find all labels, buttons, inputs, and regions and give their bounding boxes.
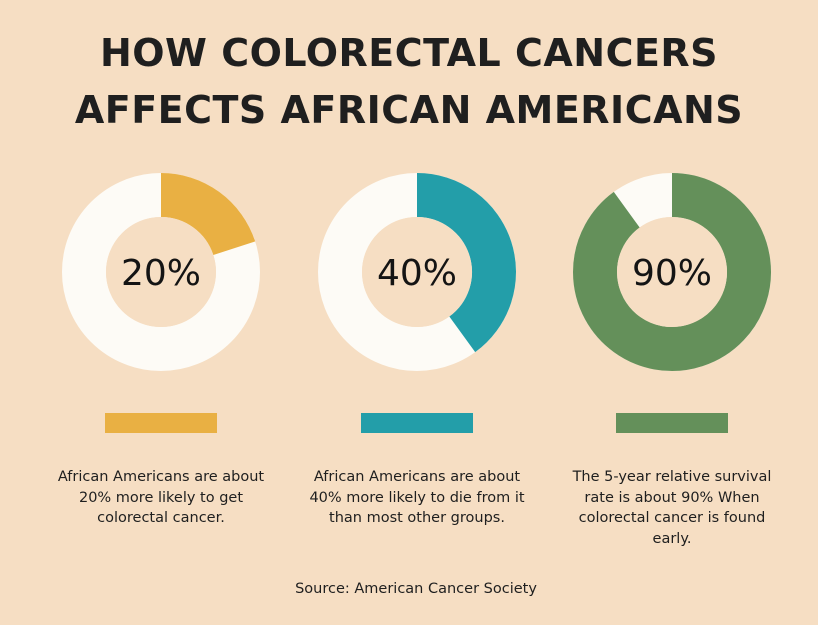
source-note: Source: American Cancer Society [295, 581, 537, 597]
donut-center-label: 40% [377, 253, 457, 294]
color-swatch-1 [105, 413, 217, 433]
page-title-line-2: AFFECTS AFRICAN AMERICANS [74, 88, 744, 132]
donut-hole [617, 217, 727, 327]
donut-chart-1: 20% [61, 172, 261, 372]
caption-2: African Americans are about 40% more lik… [309, 469, 525, 526]
page-title-line-1: HOW COLORECTAL CANCERS [99, 31, 719, 75]
donut-chart-2-svg: 40% [318, 173, 516, 371]
donut-center-label: 20% [121, 253, 201, 294]
donut-hole [362, 217, 472, 327]
donut-chart-3-svg: 90% [573, 173, 771, 371]
caption-1: African Americans are about 20% more lik… [57, 469, 265, 526]
caption-3: The 5-year relative survival rate is abo… [572, 469, 772, 547]
donut-hole [106, 217, 216, 327]
donut-segment [160, 173, 256, 256]
donut-chart-1-svg: 20% [62, 173, 260, 371]
donut-center-label: 90% [632, 253, 712, 294]
donut-segment [573, 173, 771, 371]
color-swatch-2 [361, 413, 473, 433]
donut-chart-2: 40% [317, 172, 517, 372]
donut-segment [416, 173, 516, 353]
donut-chart-3: 90% [572, 172, 772, 372]
color-swatch-3 [616, 413, 728, 433]
